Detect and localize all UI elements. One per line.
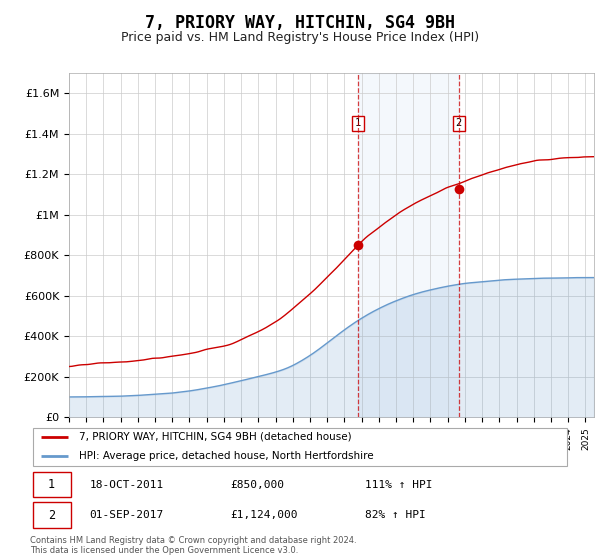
Text: 2: 2 [455,119,462,128]
Text: Price paid vs. HM Land Registry's House Price Index (HPI): Price paid vs. HM Land Registry's House … [121,31,479,44]
Text: 1: 1 [355,119,361,128]
Text: 7, PRIORY WAY, HITCHIN, SG4 9BH (detached house): 7, PRIORY WAY, HITCHIN, SG4 9BH (detache… [79,432,351,442]
Text: 1: 1 [48,478,55,491]
Text: Contains HM Land Registry data © Crown copyright and database right 2024.: Contains HM Land Registry data © Crown c… [30,536,356,545]
Text: 18-OCT-2011: 18-OCT-2011 [89,479,164,489]
Text: £850,000: £850,000 [230,479,284,489]
Text: £1,124,000: £1,124,000 [230,510,298,520]
Text: 01-SEP-2017: 01-SEP-2017 [89,510,164,520]
Text: HPI: Average price, detached house, North Hertfordshire: HPI: Average price, detached house, Nort… [79,451,373,461]
Bar [358,73,459,417]
Text: 82% ↑ HPI: 82% ↑ HPI [365,510,425,520]
Text: 7, PRIORY WAY, HITCHIN, SG4 9BH: 7, PRIORY WAY, HITCHIN, SG4 9BH [145,14,455,32]
FancyBboxPatch shape [33,428,568,465]
Text: 111% ↑ HPI: 111% ↑ HPI [365,479,432,489]
FancyBboxPatch shape [33,472,71,497]
Text: 2: 2 [48,508,55,521]
Text: This data is licensed under the Open Government Licence v3.0.: This data is licensed under the Open Gov… [30,546,298,555]
FancyBboxPatch shape [33,502,71,528]
